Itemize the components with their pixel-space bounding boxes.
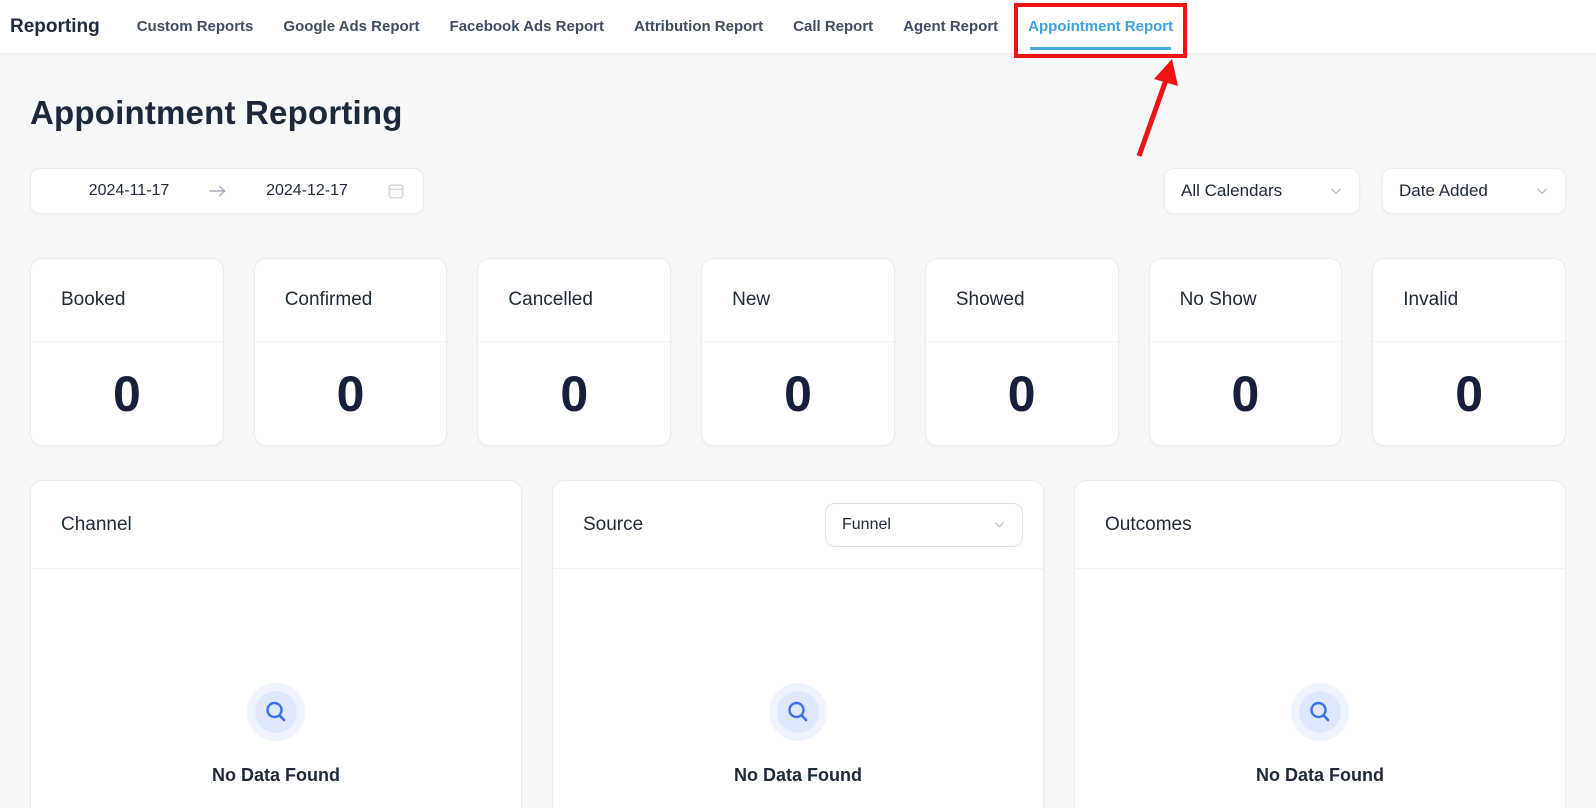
chart-title: Outcomes — [1105, 513, 1192, 535]
chart-title: Channel — [61, 513, 132, 535]
calendar-filter-select[interactable]: All Calendars — [1164, 168, 1360, 214]
no-data-text: No Data Found — [212, 765, 340, 785]
empty-state-circle — [769, 683, 827, 741]
chevron-down-icon — [995, 522, 1004, 528]
channel-chart-card: Channel No Data Found — [30, 480, 522, 808]
source-type-value: Funnel — [842, 515, 891, 533]
stat-value: 0 — [784, 365, 812, 422]
search-icon — [266, 701, 286, 722]
empty-state-circle — [247, 683, 305, 741]
tab-custom-reports[interactable]: Custom Reports — [136, 17, 254, 35]
arrow-right-icon — [209, 185, 226, 197]
outcomes-chart-empty-state: No Data Found — [1075, 569, 1565, 786]
search-icon — [1310, 701, 1330, 722]
tab-attribution-report[interactable]: Attribution Report — [634, 17, 764, 35]
filter-bar: 2024-11-17 2024-12-17 All Calendars Date… — [30, 168, 1566, 214]
search-icon — [788, 701, 808, 722]
top-nav: Reporting Custom Reports Google Ads Repo… — [0, 0, 1596, 58]
stat-label: Booked — [31, 259, 223, 342]
stat-card-cancelled: Cancelled 0 — [477, 258, 672, 446]
empty-state-circle-inner — [255, 691, 297, 733]
stat-label: No Show — [1149, 259, 1342, 342]
tab-google-ads-report[interactable]: Google Ads Report — [283, 17, 420, 35]
channel-chart-header: Channel — [31, 481, 521, 569]
stat-value: 0 — [112, 365, 141, 422]
stat-card-no-show: No Show 0 — [1148, 258, 1343, 446]
stat-label: Showed — [925, 259, 1118, 342]
empty-state-circle-inner — [1299, 691, 1341, 733]
tab-appointment-report[interactable]: Appointment Report — [1014, 0, 1188, 58]
stat-value: 0 — [1231, 365, 1260, 422]
chevron-down-icon — [1537, 188, 1547, 194]
chart-title: Source — [583, 513, 644, 535]
no-data-text: No Data Found — [1256, 765, 1384, 785]
outcomes-chart-header: Outcomes — [1075, 481, 1565, 569]
charts-row: Channel No Data Found Source F — [30, 480, 1566, 808]
page-title: Appointment Reporting — [30, 94, 403, 131]
stat-label: Confirmed — [254, 259, 447, 342]
stat-card-showed: Showed 0 — [924, 258, 1119, 446]
tab-call-report[interactable]: Call Report — [793, 17, 874, 35]
date-range-start[interactable]: 2024-11-17 — [88, 182, 170, 199]
stat-value: 0 — [560, 365, 589, 422]
date-range-picker[interactable]: 2024-11-17 2024-12-17 — [30, 168, 424, 214]
tab-agent-report[interactable]: Agent Report — [903, 17, 999, 35]
chevron-down-icon — [1331, 188, 1341, 194]
outcomes-chart-card: Outcomes No Data Found — [1074, 480, 1566, 808]
date-type-filter-select[interactable]: Date Added — [1382, 168, 1566, 214]
stat-value: 0 — [1455, 365, 1484, 422]
empty-state-circle-inner — [777, 691, 819, 733]
source-type-select[interactable]: Funnel — [825, 502, 1023, 547]
source-chart-card: Source Funnel No Da — [552, 480, 1044, 808]
tab-facebook-ads-report[interactable]: Facebook Ads Report — [449, 17, 604, 35]
stat-card-new: New 0 — [701, 258, 895, 446]
stat-label: Cancelled — [478, 259, 671, 342]
stat-value: 0 — [336, 365, 365, 422]
stats-row: Booked 0 Confirmed 0 Cancelled 0 New 0 S… — [30, 258, 1566, 446]
stat-label: New — [702, 259, 894, 342]
source-chart-header: Source Funnel — [553, 481, 1043, 569]
nav-title: Reporting — [10, 15, 100, 37]
stat-card-confirmed: Confirmed 0 — [253, 258, 448, 446]
stat-label: Invalid — [1373, 259, 1565, 342]
stat-card-booked: Booked 0 — [30, 258, 224, 446]
empty-state-circle — [1291, 683, 1349, 741]
tab-appointment-report-label: Appointment Report — [1028, 17, 1174, 35]
page-content: Appointment Reporting 2024-11-17 2024-12… — [0, 94, 1596, 808]
stat-value: 0 — [1007, 365, 1036, 422]
date-type-filter-value: Date Added — [1399, 181, 1488, 200]
source-chart-empty-state: No Data Found — [553, 569, 1043, 786]
calendar-icon — [388, 184, 404, 199]
calendar-filter-value: All Calendars — [1181, 181, 1283, 200]
stat-card-invalid: Invalid 0 — [1372, 258, 1566, 446]
channel-chart-empty-state: No Data Found — [31, 569, 521, 786]
no-data-text: No Data Found — [734, 765, 862, 785]
date-range-end[interactable]: 2024-12-17 — [266, 182, 348, 199]
